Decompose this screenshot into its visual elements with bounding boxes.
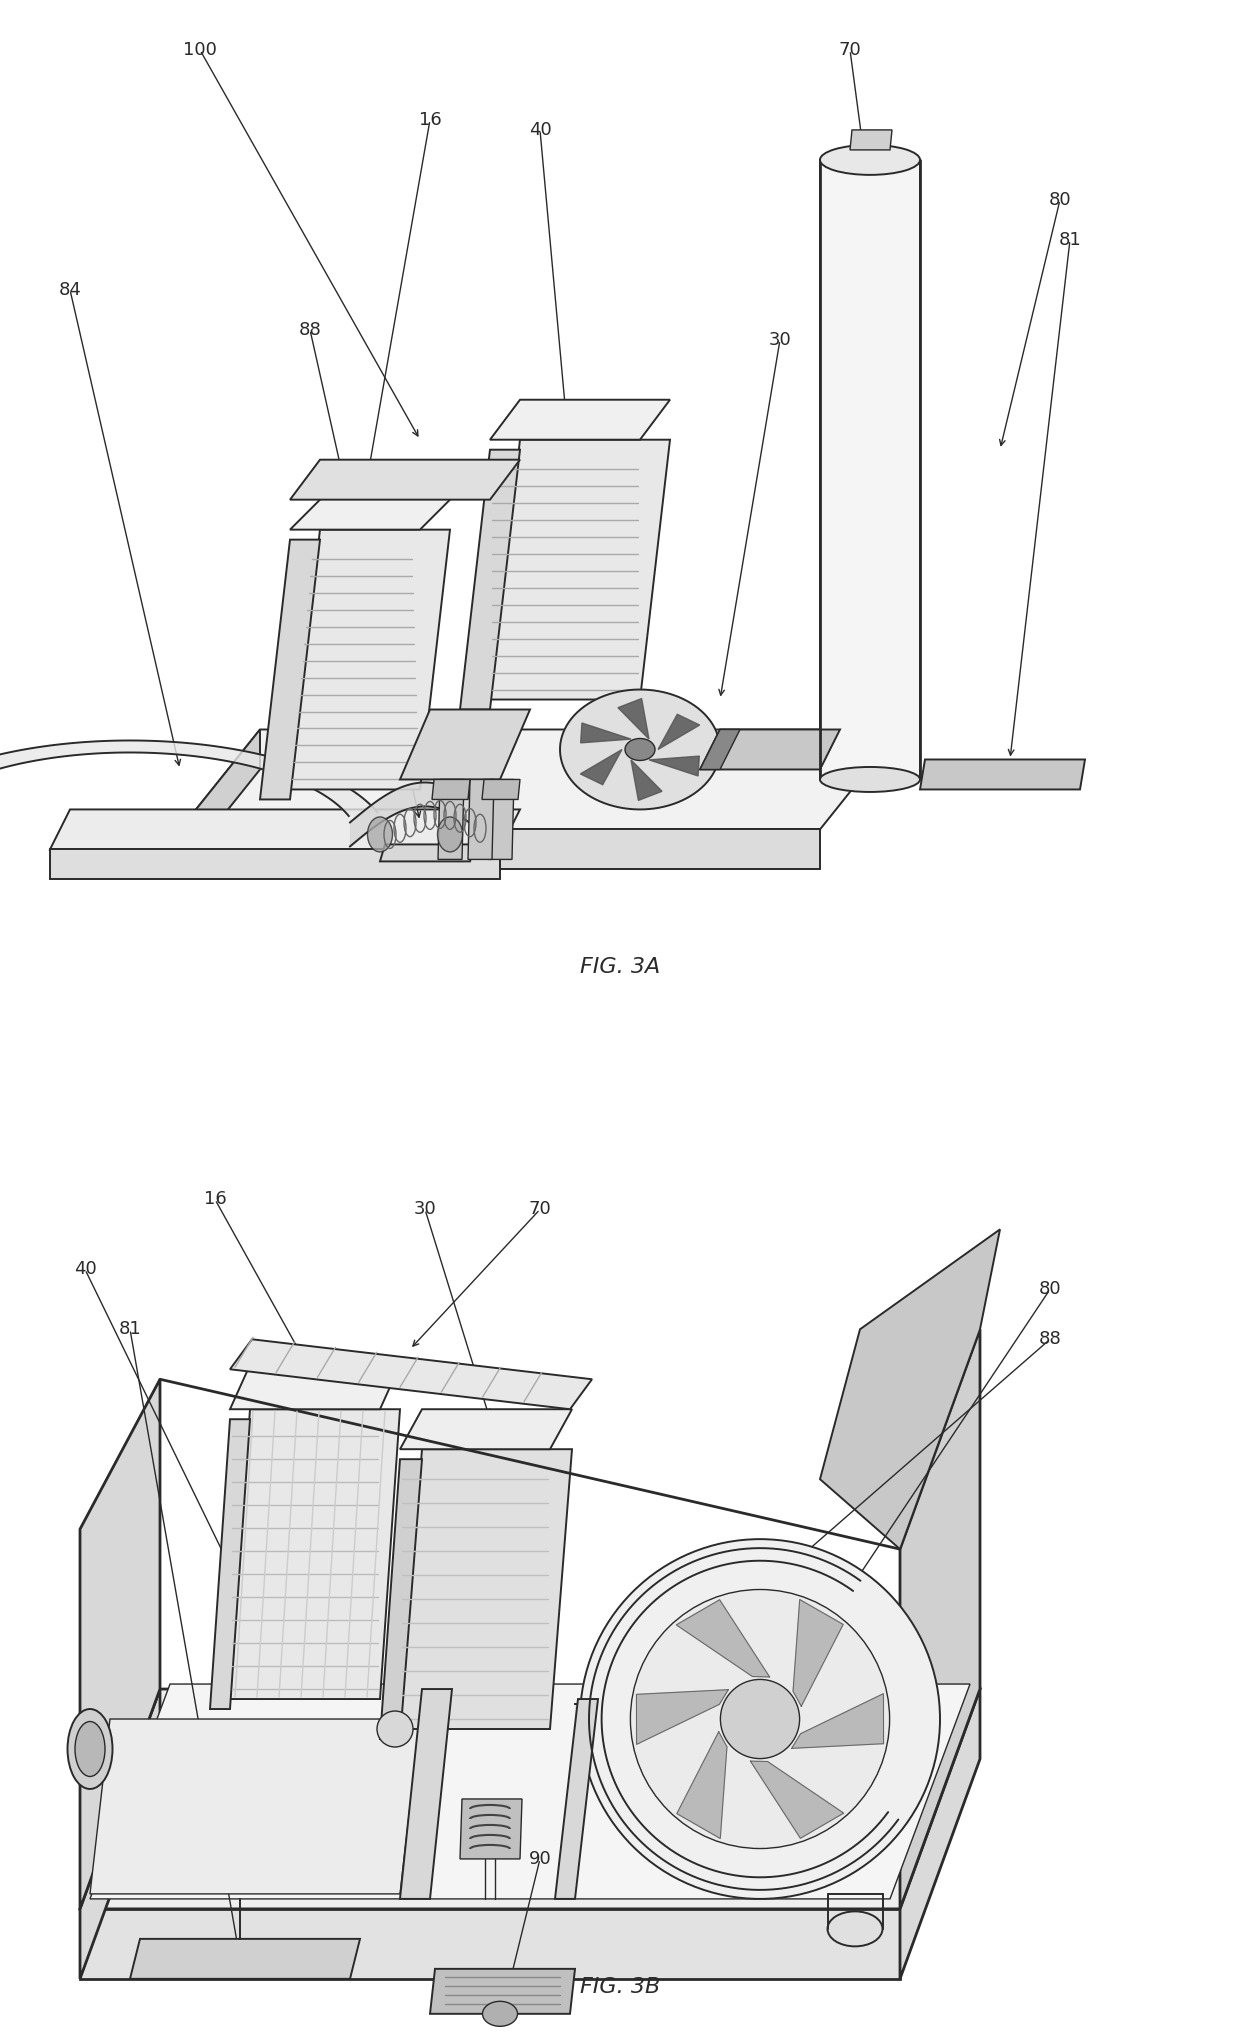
Ellipse shape: [625, 738, 655, 761]
Polygon shape: [560, 689, 720, 809]
Polygon shape: [701, 730, 740, 769]
Polygon shape: [229, 1409, 401, 1698]
Text: 80: 80: [1049, 192, 1071, 208]
Circle shape: [377, 1711, 413, 1747]
Polygon shape: [820, 159, 920, 779]
Polygon shape: [649, 756, 699, 777]
Polygon shape: [81, 1909, 900, 1978]
Polygon shape: [490, 440, 670, 699]
Polygon shape: [229, 1370, 398, 1409]
Ellipse shape: [482, 2002, 517, 2027]
Text: 70: 70: [528, 1201, 552, 1219]
Polygon shape: [820, 1230, 999, 1550]
Polygon shape: [920, 759, 1085, 789]
Text: 16: 16: [203, 1191, 227, 1209]
Text: 81: 81: [119, 1321, 141, 1338]
Polygon shape: [460, 1798, 522, 1860]
Polygon shape: [636, 1690, 728, 1745]
Polygon shape: [290, 459, 520, 500]
Ellipse shape: [67, 1709, 113, 1788]
Ellipse shape: [820, 145, 920, 175]
Polygon shape: [130, 1939, 360, 1978]
Polygon shape: [677, 1731, 727, 1839]
Polygon shape: [618, 699, 649, 738]
Ellipse shape: [74, 1721, 105, 1776]
Polygon shape: [50, 809, 520, 850]
Polygon shape: [580, 724, 631, 742]
Polygon shape: [401, 1409, 572, 1450]
Polygon shape: [750, 1762, 843, 1839]
Text: FIG. 3A: FIG. 3A: [580, 958, 660, 977]
Text: 88: 88: [299, 320, 321, 338]
Circle shape: [580, 1539, 940, 1898]
Polygon shape: [229, 1340, 591, 1409]
Polygon shape: [401, 1688, 453, 1898]
Polygon shape: [91, 1684, 970, 1898]
Text: 30: 30: [769, 330, 791, 349]
Polygon shape: [81, 1688, 160, 1978]
Text: 81: 81: [1059, 230, 1081, 249]
Polygon shape: [81, 1378, 160, 1909]
Polygon shape: [401, 710, 529, 779]
Polygon shape: [379, 1460, 422, 1739]
Polygon shape: [91, 1719, 420, 1894]
Polygon shape: [556, 1698, 598, 1898]
Ellipse shape: [827, 1911, 883, 1947]
Polygon shape: [260, 540, 320, 799]
Text: 80: 80: [1039, 1280, 1061, 1299]
Text: 16: 16: [419, 110, 441, 128]
Polygon shape: [900, 1329, 980, 1909]
Polygon shape: [460, 451, 520, 710]
Polygon shape: [81, 1688, 980, 1909]
Text: 84: 84: [58, 281, 82, 300]
Polygon shape: [490, 400, 670, 440]
Polygon shape: [580, 750, 622, 785]
Ellipse shape: [820, 767, 920, 791]
Polygon shape: [794, 1599, 843, 1707]
Polygon shape: [658, 714, 699, 750]
Polygon shape: [180, 730, 900, 830]
Polygon shape: [432, 779, 470, 799]
Polygon shape: [379, 844, 475, 860]
Circle shape: [720, 1680, 800, 1758]
Polygon shape: [489, 779, 515, 858]
Text: 88: 88: [1039, 1329, 1061, 1348]
Polygon shape: [701, 730, 839, 769]
Polygon shape: [210, 1419, 250, 1709]
Polygon shape: [430, 1970, 575, 2015]
Ellipse shape: [438, 818, 463, 852]
Polygon shape: [438, 779, 464, 858]
Text: 90: 90: [528, 1849, 552, 1868]
Text: 30: 30: [414, 1201, 436, 1219]
Polygon shape: [676, 1601, 770, 1676]
Text: 100: 100: [184, 41, 217, 59]
Polygon shape: [900, 1688, 980, 1978]
Ellipse shape: [367, 818, 393, 852]
Polygon shape: [482, 779, 520, 799]
Text: 40: 40: [528, 120, 552, 139]
Polygon shape: [50, 850, 500, 879]
Text: 70: 70: [838, 41, 862, 59]
Polygon shape: [849, 130, 892, 151]
Text: FIG. 3B: FIG. 3B: [580, 1978, 660, 1996]
Polygon shape: [631, 761, 662, 801]
Polygon shape: [180, 730, 260, 869]
Polygon shape: [467, 779, 494, 858]
Polygon shape: [290, 530, 450, 789]
Text: 40: 40: [73, 1260, 97, 1278]
Polygon shape: [180, 830, 820, 869]
Polygon shape: [791, 1694, 884, 1747]
Polygon shape: [401, 1450, 572, 1729]
Polygon shape: [0, 740, 377, 830]
Polygon shape: [290, 489, 460, 530]
Circle shape: [630, 1590, 889, 1849]
